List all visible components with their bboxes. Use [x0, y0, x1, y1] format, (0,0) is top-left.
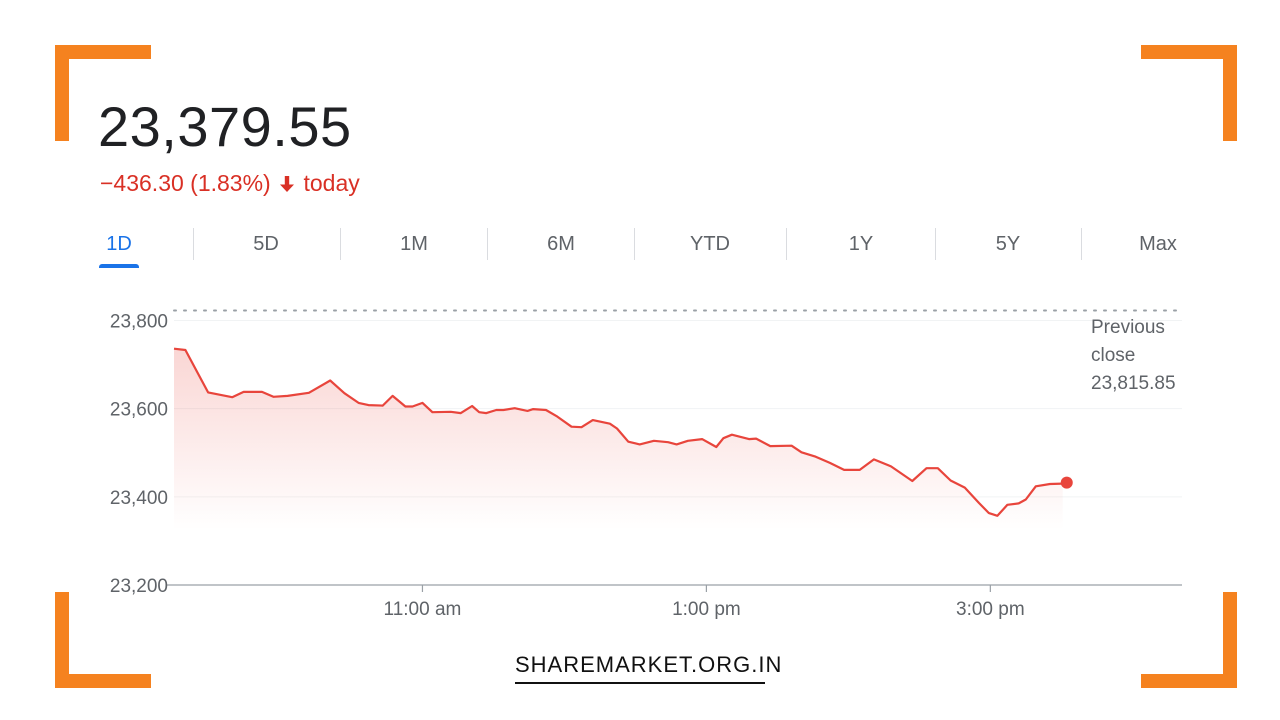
y-tick-label: 23,400	[110, 488, 168, 509]
frame-corner-bottom-right	[1141, 592, 1237, 688]
tab-divider	[935, 228, 936, 260]
frame-corner-bottom-left	[55, 592, 151, 688]
price-area-fill	[174, 348, 1063, 530]
frame-corner-top-left	[55, 45, 151, 141]
price-change: −436.30 (1.83%) today	[100, 170, 360, 197]
previous-close-label: Previous close 23,815.85	[1091, 314, 1176, 398]
tab-divider	[1081, 228, 1082, 260]
tab-divider	[634, 228, 635, 260]
tab-divider	[487, 228, 488, 260]
range-tabs: 1D 5D 1M 6M YTD 1Y 5Y Max	[96, 226, 1186, 272]
price-line	[173, 347, 1063, 517]
y-tick-label: 23,800	[110, 312, 168, 333]
latest-price-point	[1060, 476, 1073, 489]
tab-divider	[786, 228, 787, 260]
y-tick-label: 23,200	[110, 576, 168, 597]
tab-6m[interactable]: 6M	[547, 233, 575, 255]
tab-divider	[340, 228, 341, 260]
x-tick-label: 3:00 pm	[956, 599, 1025, 620]
tab-ytd[interactable]: YTD	[690, 233, 730, 255]
tab-5d[interactable]: 5D	[253, 233, 279, 255]
previous-close-value: 23,815.85	[1091, 373, 1176, 394]
x-tick-label: 11:00 am	[384, 599, 462, 620]
tab-1y[interactable]: 1Y	[848, 233, 874, 255]
tab-max[interactable]: Max	[1139, 233, 1177, 255]
tab-1m[interactable]: 1M	[400, 233, 428, 255]
previous-close-line2: close	[1091, 345, 1136, 366]
frame-corner-top-right	[1141, 45, 1237, 141]
price-change-value: −436.30 (1.83%)	[100, 170, 271, 196]
current-price: 23,379.55	[98, 95, 352, 158]
tab-5y[interactable]: 5Y	[995, 233, 1021, 255]
down-arrow-icon	[279, 170, 295, 197]
price-change-suffix: today	[303, 170, 360, 196]
site-watermark: SHAREMARKET.ORG.IN	[515, 652, 781, 684]
y-tick-label: 23,600	[110, 400, 168, 421]
previous-close-line1: Previous	[1091, 317, 1165, 338]
active-tab-indicator	[99, 264, 139, 268]
tab-divider	[193, 228, 194, 260]
tab-1d[interactable]: 1D	[106, 233, 132, 255]
x-tick-label: 1:00 pm	[672, 599, 741, 620]
